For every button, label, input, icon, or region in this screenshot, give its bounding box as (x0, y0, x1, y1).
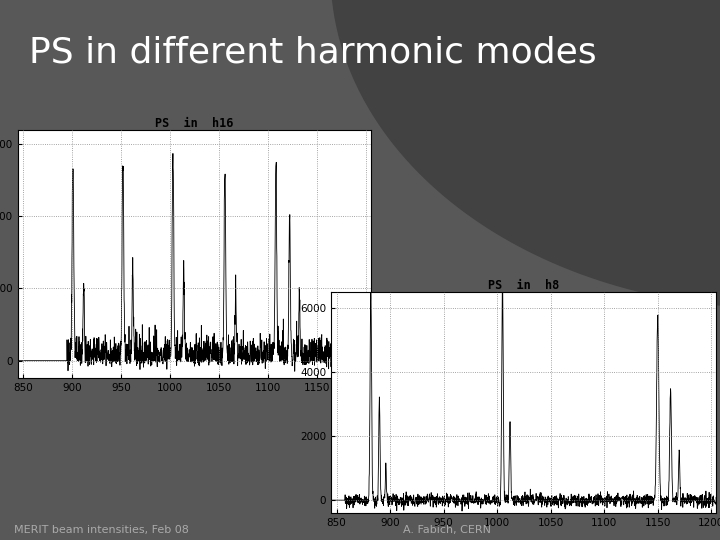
Title: PS  in  h16: PS in h16 (156, 117, 233, 130)
Text: MERIT beam intensities, Feb 08: MERIT beam intensities, Feb 08 (14, 524, 189, 535)
Title: PS  in  h8: PS in h8 (488, 279, 559, 292)
Text: PS in different harmonic modes: PS in different harmonic modes (29, 35, 596, 69)
Polygon shape (331, 0, 720, 308)
Text: A. Fabich, CERN: A. Fabich, CERN (403, 524, 491, 535)
